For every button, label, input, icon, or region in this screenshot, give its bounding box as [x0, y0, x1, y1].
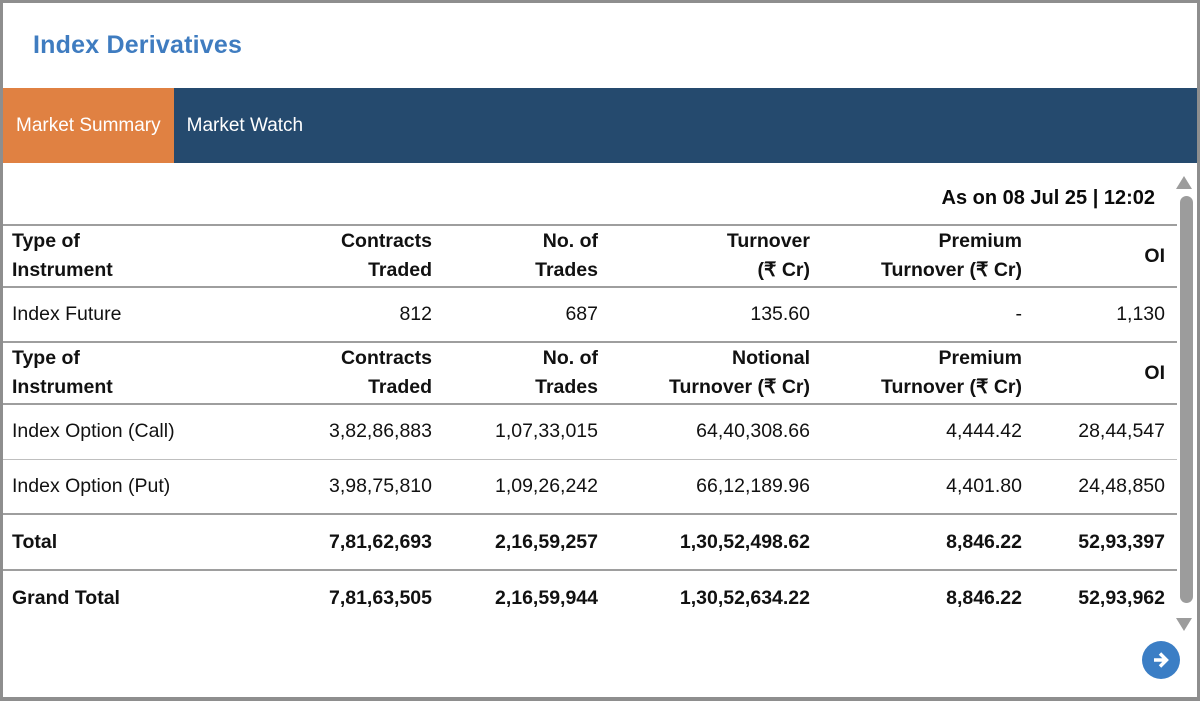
cell-no-of-trades: 1,07,33,015: [432, 404, 598, 460]
next-page-button[interactable]: [1142, 641, 1180, 679]
column-header-no-of-trades: No. of Trades: [432, 341, 598, 405]
table-panel: As on 08 Jul 25 | 12:02 Type of Instrume…: [3, 163, 1197, 626]
column-header-type-of-instrument: Type of Instrument: [3, 341, 270, 405]
column-header-notional-turnover: Notional Turnover (₹ Cr): [598, 341, 810, 405]
page-title: Index Derivatives: [33, 31, 243, 59]
cell-premium-turnover: 8,846.22: [810, 569, 1022, 626]
row-label: Index Future: [3, 287, 270, 343]
tab-bar: Market Summary Market Watch: [3, 88, 1197, 163]
options-header-row: Type of Instrument Contracts Traded No. …: [3, 341, 1177, 405]
cell-notional-turnover: 1,30,52,498.62: [598, 513, 810, 570]
cell-oi: 24,48,850: [1022, 459, 1177, 515]
cell-no-of-trades: 2,16,59,257: [432, 513, 598, 570]
column-header-contracts-traded: Contracts Traded: [270, 341, 432, 405]
cell-contracts-traded: 7,81,63,505: [270, 569, 432, 626]
cell-oi: 28,44,547: [1022, 404, 1177, 460]
column-header-premium-turnover: Premium Turnover (₹ Cr): [810, 224, 1022, 288]
column-header-oi: OI: [1022, 341, 1177, 405]
cell-premium-turnover: 4,444.42: [810, 404, 1022, 460]
right-arrow-icon: [1149, 648, 1173, 672]
row-label: Index Option (Call): [3, 404, 270, 460]
cell-premium-turnover: 8,846.22: [810, 513, 1022, 570]
cell-contracts-traded: 7,81,62,693: [270, 513, 432, 570]
column-header-type-of-instrument: Type of Instrument: [3, 224, 270, 288]
table-row-index-option-call: Index Option (Call) 3,82,86,883 1,07,33,…: [3, 404, 1177, 460]
table-row-grand-total: Grand Total 7,81,63,505 2,16,59,944 1,30…: [3, 569, 1177, 626]
cell-notional-turnover: 66,12,189.96: [598, 459, 810, 515]
scrollbar-thumb[interactable]: [1180, 196, 1193, 603]
tab-market-watch-label: Market Watch: [186, 114, 304, 136]
cell-contracts-traded: 3,82,86,883: [270, 404, 432, 460]
tab-market-summary-label: Market Summary: [16, 114, 161, 136]
cell-no-of-trades: 687: [432, 287, 598, 343]
column-header-contracts-traded: Contracts Traded: [270, 224, 432, 288]
table-row-index-option-put: Index Option (Put) 3,98,75,810 1,09,26,2…: [3, 459, 1177, 515]
column-header-oi: OI: [1022, 224, 1177, 288]
futures-header-row: Type of Instrument Contracts Traded No. …: [3, 224, 1177, 288]
cell-turnover: 135.60: [598, 287, 810, 343]
cell-oi: 1,130: [1022, 287, 1177, 343]
cell-oi: 52,93,962: [1022, 569, 1177, 626]
widget-header: Index Derivatives: [3, 3, 1197, 88]
tab-market-watch[interactable]: Market Watch: [174, 88, 317, 163]
row-label: Total: [3, 513, 270, 570]
row-label: Index Option (Put): [3, 459, 270, 515]
row-label: Grand Total: [3, 569, 270, 626]
column-header-premium-turnover: Premium Turnover (₹ Cr): [810, 341, 1022, 405]
as-on-timestamp: As on 08 Jul 25 | 12:02: [941, 187, 1155, 209]
cell-notional-turnover: 64,40,308.66: [598, 404, 810, 460]
up-arrow-icon[interactable]: [1176, 176, 1192, 189]
cell-premium-turnover: -: [810, 287, 1022, 343]
cell-oi: 52,93,397: [1022, 513, 1177, 570]
table-row-total: Total 7,81,62,693 2,16,59,257 1,30,52,49…: [3, 513, 1177, 570]
index-derivatives-table: Type of Instrument Contracts Traded No. …: [3, 224, 1177, 626]
cell-no-of-trades: 2,16,59,944: [432, 569, 598, 626]
cell-premium-turnover: 4,401.80: [810, 459, 1022, 515]
cell-notional-turnover: 1,30,52,634.22: [598, 569, 810, 626]
column-header-turnover: Turnover (₹ Cr): [598, 224, 810, 288]
down-arrow-icon[interactable]: [1176, 618, 1192, 631]
tab-market-summary[interactable]: Market Summary: [3, 88, 174, 163]
cell-contracts-traded: 812: [270, 287, 432, 343]
cell-contracts-traded: 3,98,75,810: [270, 459, 432, 515]
table-row-index-future: Index Future 812 687 135.60 - 1,130: [3, 287, 1177, 343]
column-header-no-of-trades: No. of Trades: [432, 224, 598, 288]
cell-no-of-trades: 1,09,26,242: [432, 459, 598, 515]
